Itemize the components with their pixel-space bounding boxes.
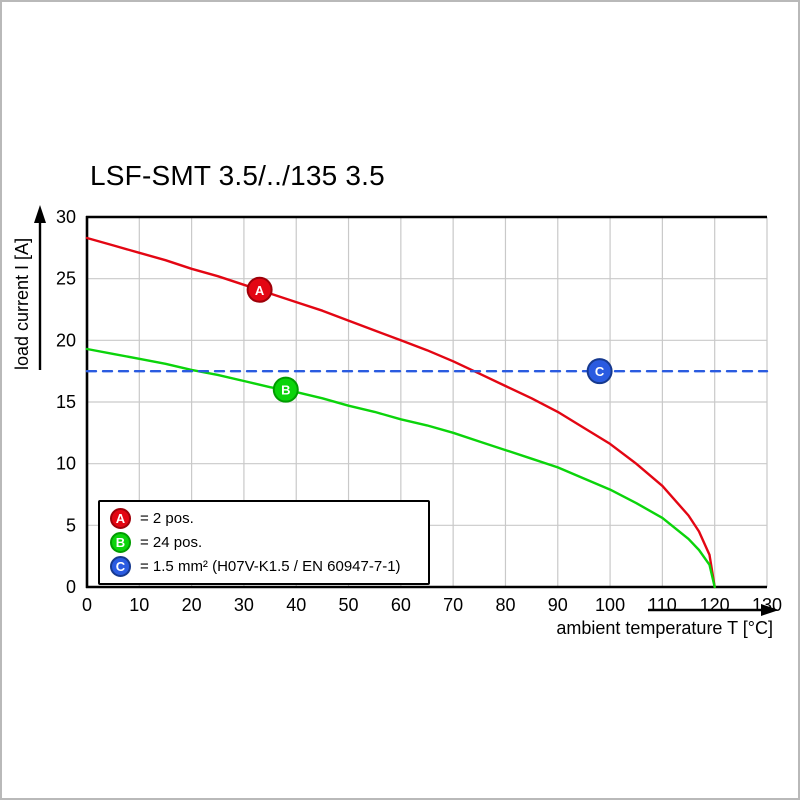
y-axis-label: load current I [A] (12, 237, 32, 370)
series-c-marker-icon: C (110, 556, 131, 577)
legend-label-c: = 1.5 mm² (H07V-K1.5 / EN 60947-7-1) (140, 557, 401, 575)
marker-c (586, 358, 613, 385)
y-tick-label: 15 (56, 392, 76, 412)
x-tick-label: 60 (391, 595, 411, 615)
marker-a-letter: A (255, 283, 265, 298)
legend-label-b: = 24 pos. (140, 533, 203, 551)
series-a-curve (85, 236, 716, 589)
marker-a (246, 276, 273, 303)
x-axis-label: ambient temperature T [°C] (556, 618, 773, 638)
marker-c-letter: C (595, 364, 605, 379)
x-tick-label: 50 (339, 595, 359, 615)
y-tick-label: 25 (56, 269, 76, 289)
legend: A = 2 pos. B = 24 pos. C = 1.5 mm² (H07V… (98, 500, 430, 585)
x-tick-label: 30 (234, 595, 254, 615)
x-tick-label: 110 (648, 595, 677, 615)
x-tick-label: 90 (548, 595, 568, 615)
legend-label-a: = 2 pos. (140, 509, 194, 527)
x-tick-label: 100 (595, 595, 625, 615)
x-tick-label: 80 (495, 595, 515, 615)
x-tick-label: 0 (82, 595, 92, 615)
y-axis-arrow-icon (34, 205, 46, 223)
marker-b-letter: B (281, 383, 290, 398)
legend-item-c: C = 1.5 mm² (H07V-K1.5 / EN 60947-7-1) (110, 556, 418, 577)
y-tick-label: 0 (66, 577, 76, 597)
x-tick-label: 10 (129, 595, 149, 615)
y-tick-label: 30 (56, 207, 76, 227)
y-tick-label: 5 (66, 515, 76, 535)
marker-b (272, 376, 299, 403)
x-tick-label: 70 (443, 595, 463, 615)
legend-item-b: B = 24 pos. (110, 532, 418, 553)
chart-title: LSF-SMT 3.5/../135 3.5 (90, 160, 385, 191)
x-tick-label: 20 (182, 595, 202, 615)
x-axis-arrow-icon (761, 604, 779, 616)
legend-item-a: A = 2 pos. (110, 508, 418, 529)
x-tick-label: 120 (700, 595, 730, 615)
y-tick-label: 20 (56, 330, 76, 350)
series-b-marker-icon: B (110, 532, 131, 553)
y-tick-label: 10 (56, 454, 76, 474)
series-a-marker-icon: A (110, 508, 131, 529)
x-tick-label: 40 (286, 595, 306, 615)
